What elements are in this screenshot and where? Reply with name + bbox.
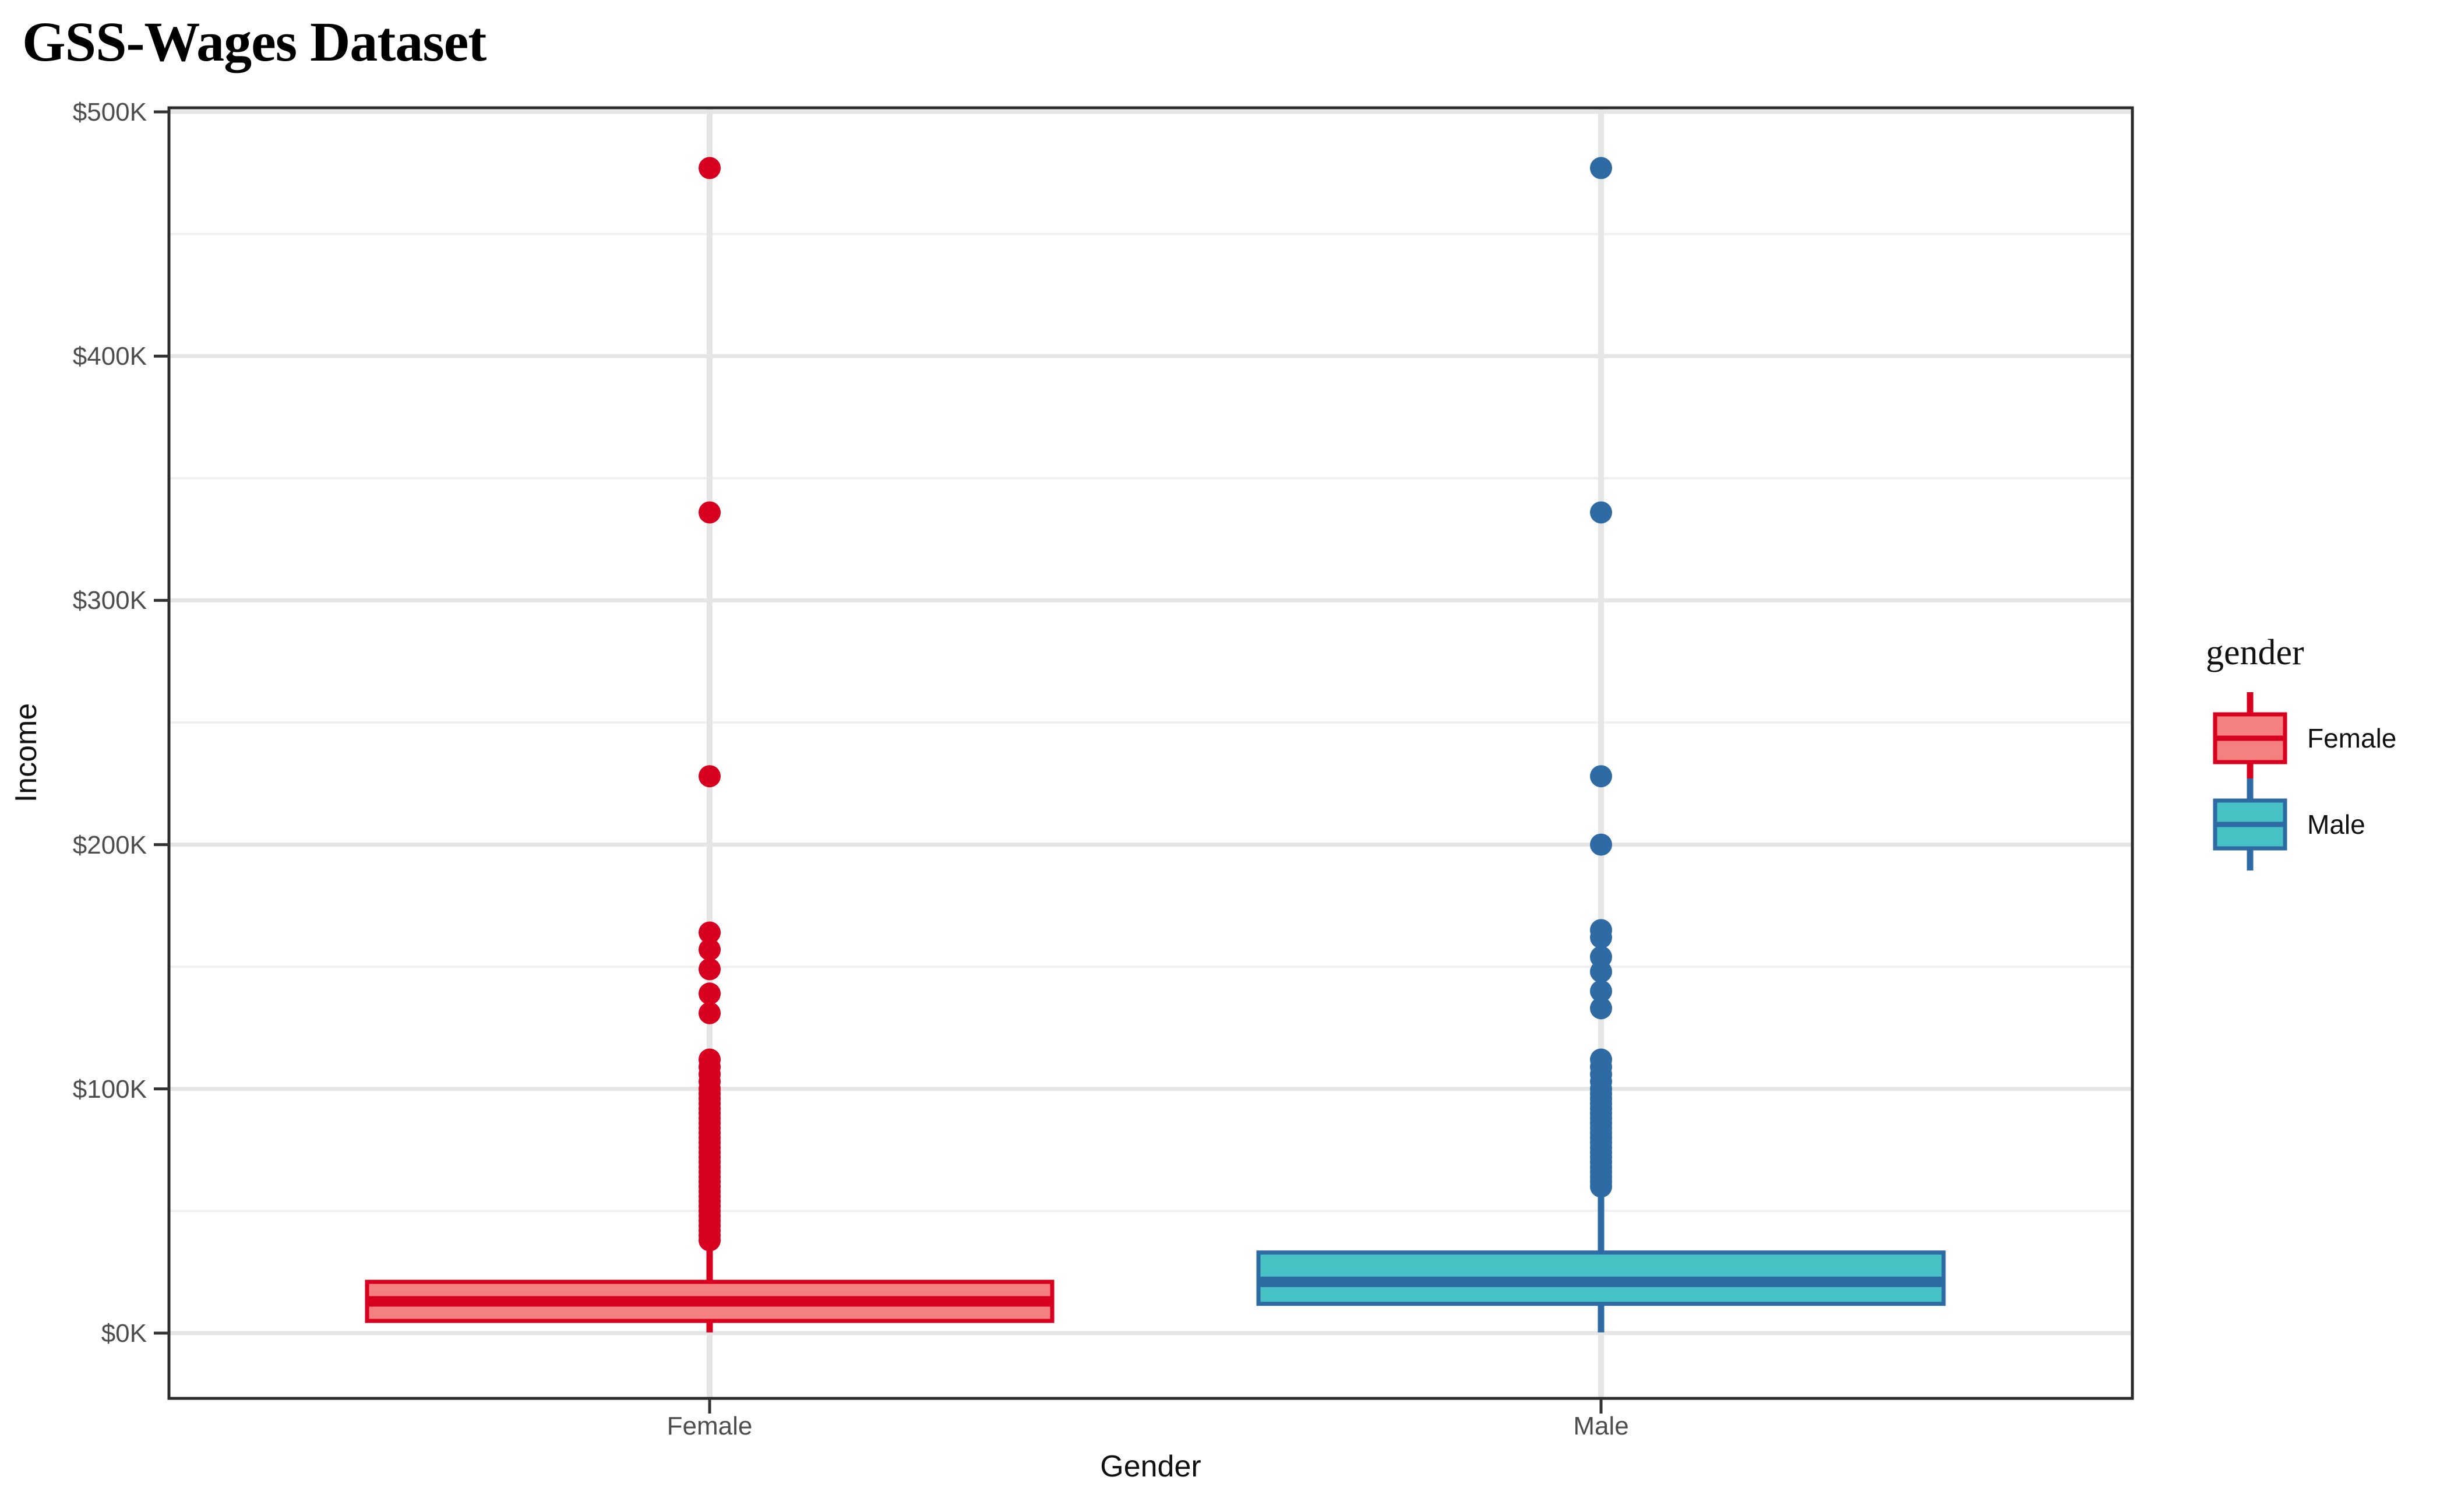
- outlier-dot: [1590, 960, 1612, 983]
- outlier-dot: [699, 938, 721, 961]
- outlier-dot: [699, 765, 721, 788]
- y-tick-label-300k: $300K: [73, 586, 147, 615]
- boxplots-layer: [365, 157, 1946, 1333]
- x-tick-label-male: Male: [1573, 1412, 1628, 1440]
- outlier-dot: [699, 157, 721, 179]
- y-tick-label-500k: $500K: [73, 98, 147, 126]
- x-tick-label-female: Female: [667, 1412, 753, 1440]
- legend-title: gender: [2206, 633, 2304, 672]
- gridlines-layer: [169, 108, 2132, 1398]
- outlier-dot: [699, 1002, 721, 1024]
- outlier-dot: [1590, 157, 1612, 179]
- outlier-dot: [699, 921, 721, 944]
- legend-label-male: Male: [2307, 809, 2365, 840]
- legend-key-female: [2213, 692, 2287, 784]
- outlier-dot: [699, 1229, 721, 1252]
- x-axis-title: Gender: [1100, 1450, 1201, 1483]
- outlier-dot: [699, 982, 721, 1005]
- legend-label-female: Female: [2307, 723, 2396, 753]
- plot-panel-border: [167, 106, 2134, 1400]
- outlier-dot: [1590, 1175, 1612, 1198]
- boxplot-female: [365, 157, 1055, 1333]
- outlier-dot: [1590, 501, 1612, 524]
- legend-key-male: [2213, 778, 2287, 870]
- y-tick-label-100k: $100K: [73, 1075, 147, 1104]
- y-axis-title: Income: [9, 703, 43, 803]
- outlier-dot: [1590, 997, 1612, 1020]
- outlier-dot: [699, 958, 721, 981]
- y-tick-label-200k: $200K: [73, 831, 147, 859]
- outlier-dot: [699, 501, 721, 524]
- chart-title: GSS-Wages Dataset: [22, 10, 486, 73]
- outlier-dot: [1590, 765, 1612, 788]
- boxplot-male: [1256, 157, 1946, 1333]
- outlier-dot: [1590, 833, 1612, 856]
- axis-ticks-layer: [154, 110, 1603, 1414]
- legend-keys-layer: [2213, 692, 2287, 870]
- legend: gender Female Male: [2206, 633, 2396, 870]
- y-tick-label-0k: $0K: [101, 1319, 147, 1348]
- outlier-dot: [1590, 980, 1612, 1003]
- outlier-dot: [1590, 926, 1612, 949]
- y-tick-label-400k: $400K: [73, 342, 147, 371]
